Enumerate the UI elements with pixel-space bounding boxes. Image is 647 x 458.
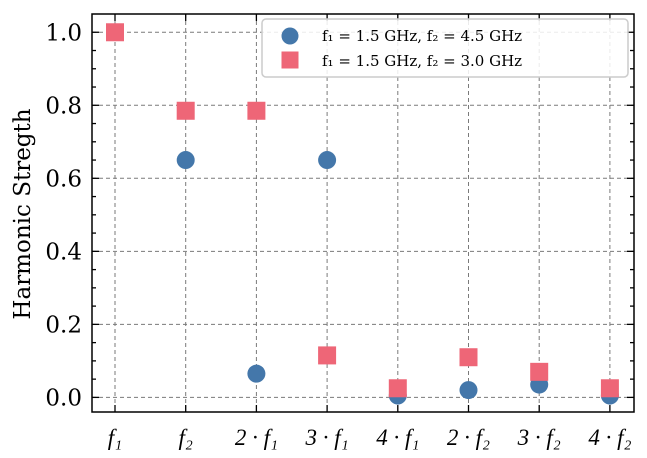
data-point-series-2 [106,23,124,42]
legend-box [261,18,629,78]
x-tick-label: 4 · f₁ [376,425,419,450]
data-point-series-2 [530,362,549,381]
data-point-series-2 [459,348,478,367]
legend-label-series-2: f₁ = 1.5 GHz, f₂ = 3.0 GHz [322,52,522,70]
data-point-series-1 [318,151,337,170]
y-tick-label: 0.6 [45,166,82,192]
y-tick-label: 0.0 [45,385,82,411]
legend-label-series-1: f₁ = 1.5 GHz, f₂ = 4.5 GHz [322,27,522,45]
x-tick-label: f₁ [108,425,122,450]
legend-marker-series-1 [281,27,299,45]
x-tick-label: 2 · f₁ [235,425,278,450]
y-tick-label: 0.2 [45,312,82,338]
plot-frame [91,13,635,413]
data-point-series-2 [176,101,195,120]
data-point-series-2 [247,101,266,120]
y-tick-label: 0.8 [45,93,82,119]
legend-marker-series-2 [281,51,299,69]
x-tick-label: 2 · f₂ [447,425,490,450]
data-points [106,23,619,405]
x-tick-label: 3 · f₁ [305,425,349,450]
y-axis-label: Harmonic Stregth [10,108,36,319]
data-point-series-2 [600,379,619,398]
data-point-series-2 [388,379,407,398]
data-point-series-2 [318,346,337,365]
data-point-series-1 [247,364,266,383]
data-point-series-1 [459,381,478,400]
legend: f₁ = 1.5 GHz, f₂ = 4.5 GHz f₁ = 1.5 GHz,… [261,18,629,78]
axis-ticks [92,14,634,412]
x-tick-label: 3 · f₂ [517,425,561,450]
x-tick-label: 4 · f₂ [588,425,631,450]
y-tick-label: 1.0 [45,20,82,46]
tick-labels: f₁ f₂ 2 · f₁ 3 · f₁ 4 · f₁ 2 · f₂ 3 · f₂ 4 · f₂… [45,20,631,450]
x-tick-label: f₂ [179,425,193,450]
y-tick-label: 0.4 [45,239,82,265]
data-point-series-1 [176,151,195,170]
